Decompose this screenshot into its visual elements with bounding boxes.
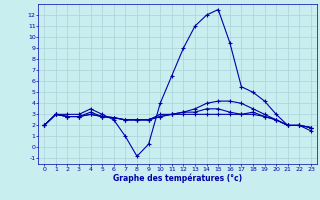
X-axis label: Graphe des températures (°c): Graphe des températures (°c) xyxy=(113,173,242,183)
